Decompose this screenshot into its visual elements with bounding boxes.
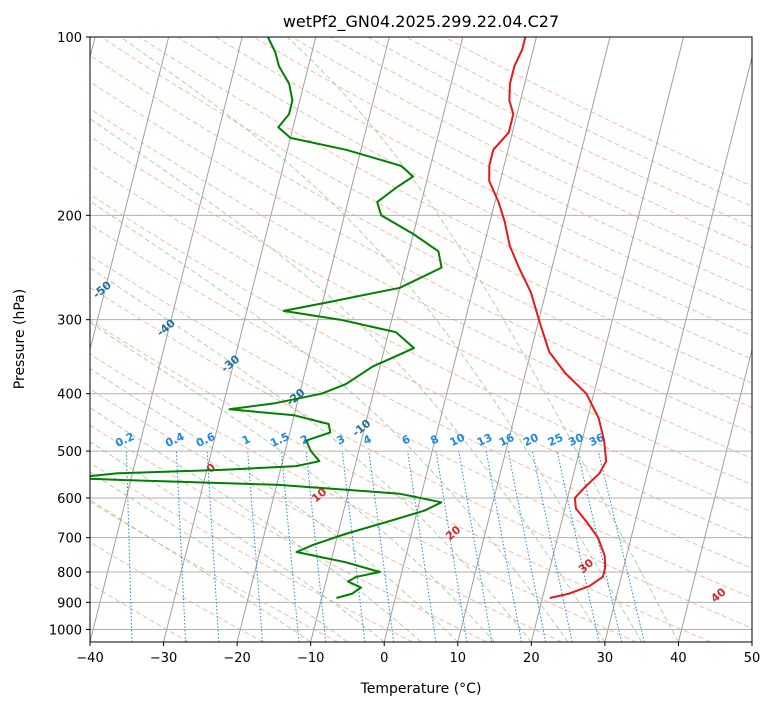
x-tick-label: −30 <box>150 651 177 666</box>
isotherm <box>90 37 243 642</box>
mixing-ratio-label: 13 <box>475 431 494 449</box>
temperature-line <box>488 37 608 599</box>
isotherm <box>236 37 390 642</box>
y-tick-label: 900 <box>57 596 82 611</box>
x-tick-label: −20 <box>223 651 250 666</box>
dry-adiabat <box>405 37 752 207</box>
plot-frame <box>89 36 753 643</box>
isotherm <box>383 37 537 642</box>
mixing-ratio-line <box>247 451 264 642</box>
moist-adiabat <box>90 267 532 642</box>
x-axis-label: Temperature (°C) <box>360 681 482 697</box>
mixing-ratio-line <box>125 451 133 642</box>
moist-adiabat <box>120 37 643 642</box>
dewpoint-line <box>90 37 443 599</box>
moist-adiabat <box>90 407 422 642</box>
x-tick-label: 0 <box>380 651 388 666</box>
mixing-ratio-line <box>206 451 220 642</box>
isotherm <box>457 37 611 642</box>
y-tick-label: 800 <box>57 566 82 581</box>
dry-adiabat <box>90 108 752 459</box>
mixing-ratio-line <box>341 451 366 642</box>
mixing-ratio-label: 16 <box>497 431 517 449</box>
mixing-ratio-label: 10 <box>448 431 468 449</box>
dry-adiabat <box>101 37 752 384</box>
y-tick-label: 100 <box>57 31 82 46</box>
y-tick-label: 500 <box>57 445 82 460</box>
x-axis-ticks: −40 −30 −20 −10 0 10 20 30 40 50 <box>76 642 760 666</box>
y-tick-label: 200 <box>57 209 82 224</box>
pressure-gridlines <box>90 37 752 630</box>
dry-adiabat <box>367 37 752 228</box>
isotherm <box>90 37 170 352</box>
dry-adiabat <box>90 254 752 599</box>
y-tick-label: 1000 <box>49 623 82 638</box>
x-tick-label: 30 <box>597 651 614 666</box>
mixing-ratio-line <box>407 451 437 642</box>
dry-adiabat <box>90 223 752 569</box>
mixing-ratio-line <box>531 451 573 642</box>
dry-adiabat <box>215 37 752 314</box>
y-tick-label: 600 <box>57 492 82 507</box>
mixing-ratio-line <box>280 451 300 642</box>
y-axis-ticks: 100 200 300 400 500 600 700 800 900 1000 <box>49 31 90 638</box>
mixing-ratio-lines <box>125 450 645 642</box>
isotherm <box>310 37 464 642</box>
dry-adiabat <box>90 319 711 642</box>
moist-adiabat <box>90 471 348 642</box>
moist-adiabat <box>90 118 606 642</box>
y-tick-label: 400 <box>57 388 82 403</box>
mixing-ratio-line <box>458 451 493 642</box>
mixing-ratio-label: 30 <box>566 431 586 449</box>
mixing-ratio-label: 20 <box>521 431 541 449</box>
mixing-ratio-line <box>597 450 645 642</box>
mixing-ratio-line <box>556 450 600 642</box>
isotherms <box>90 37 752 642</box>
moist-adiabat <box>90 441 385 642</box>
mixing-ratio-line <box>305 451 327 642</box>
dry-adiabat <box>90 353 637 642</box>
x-tick-label: −40 <box>76 651 103 666</box>
isotherm <box>677 347 752 642</box>
moist-adiabat <box>90 367 459 642</box>
mixing-ratio-line <box>368 451 395 642</box>
y-tick-label: 300 <box>57 314 82 329</box>
dry-adiabat <box>90 135 752 486</box>
sounding-series <box>90 37 608 599</box>
mixing-ratio-label: 25 <box>546 431 565 449</box>
isotherm <box>604 55 752 642</box>
dry-adiabat <box>90 81 752 434</box>
mixing-ratio-line <box>175 451 187 642</box>
x-tick-label: −10 <box>297 651 324 666</box>
moist-adiabat <box>90 321 495 642</box>
mixing-ratio-line <box>485 451 522 642</box>
plot-area: 0.10.20.40.611.52346810131620253036-100-… <box>90 37 752 642</box>
dry-adiabat <box>90 286 752 629</box>
x-tick-label: 50 <box>744 651 761 666</box>
mixing-ratio-line <box>435 451 468 642</box>
dry-adiabat <box>253 37 752 292</box>
dry-adiabat <box>139 37 752 360</box>
dry-adiabat <box>90 193 752 541</box>
x-tick-label: 10 <box>450 651 467 666</box>
moist-adiabat <box>286 37 679 642</box>
y-tick-label: 700 <box>57 532 82 547</box>
x-tick-label: 20 <box>523 651 540 666</box>
y-axis-label: Pressure (hPa) <box>12 289 28 389</box>
chart-title: wetPf2_GN04.2025.299.22.04.C27 <box>283 12 559 32</box>
moist-adiabats <box>90 37 679 642</box>
x-tick-label: 40 <box>670 651 687 666</box>
mixing-ratio-line <box>507 451 547 642</box>
isotherm <box>530 37 685 642</box>
mixing-ratio-line <box>577 450 623 642</box>
